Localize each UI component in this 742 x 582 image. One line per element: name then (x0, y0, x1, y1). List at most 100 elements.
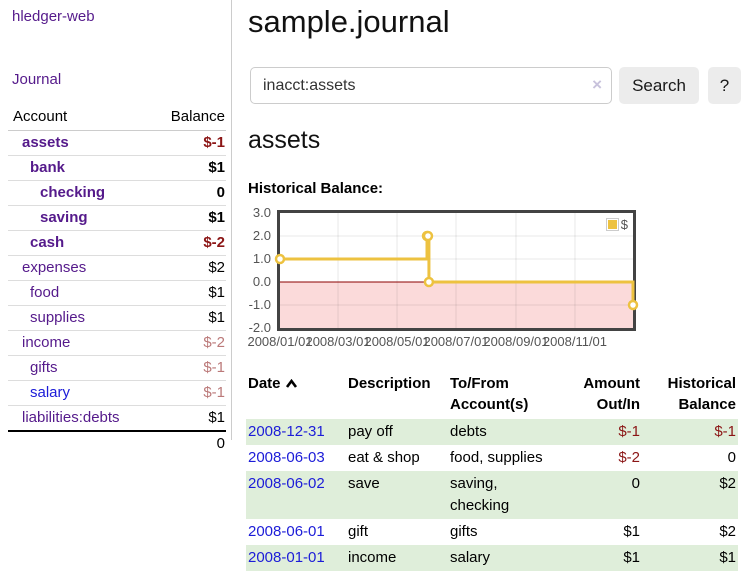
account-name-link[interactable]: assets (22, 134, 69, 151)
accounts-body: assets $-1 bank $1 checking 0 saving $1 … (8, 131, 226, 431)
register-balance-cell: 0 (727, 449, 736, 466)
register-date-cell: 2008-01-01 (246, 545, 346, 571)
register-header-description: Description (348, 375, 431, 392)
accounts-total-value: 0 (149, 430, 226, 456)
account-name-link[interactable]: bank (30, 159, 66, 176)
chart-plot: $ (274, 210, 639, 331)
legend-swatch (605, 218, 619, 231)
y-axis-label: -2.0 (248, 320, 271, 335)
account-balance: $1 (149, 305, 226, 331)
help-button[interactable]: ? (708, 67, 741, 104)
account-balance: $-1 (149, 355, 226, 381)
brand-link[interactable]: hledger-web (12, 8, 95, 25)
account-name-link[interactable]: gifts (30, 359, 58, 376)
account-row: expenses $2 (8, 255, 226, 281)
register-row: 2008-06-03 eat & shop food, supplies $-2… (246, 445, 738, 471)
register-date-cell: 2008-06-02 (246, 471, 346, 519)
accounts-header-balance: Balance (149, 105, 226, 131)
register-date-link[interactable]: 2008-06-02 (248, 475, 325, 492)
journal-link[interactable]: Journal (12, 71, 62, 88)
x-axis-label: 2008/09/01 (483, 334, 549, 349)
account-balance: 0 (149, 180, 226, 206)
register-row: 2008-06-01 gift gifts $1 $2 (246, 519, 738, 545)
account-row: gifts $-1 (8, 355, 226, 381)
search-form: × Search ? (250, 67, 742, 104)
account-name-link[interactable]: income (22, 334, 71, 351)
register-row: 2008-01-01 income salary $1 $1 (246, 545, 738, 571)
account-row: checking 0 (8, 180, 226, 206)
register-date-link[interactable]: 2008-01-01 (248, 549, 325, 566)
sort-ascending-icon (285, 373, 298, 394)
balance-chart: $ 3.0 2.0 1.0 0.0 -1.0 -2.0 2008/01/01 2008/03/… (240, 203, 742, 353)
x-axis-label: 2008/07/01 (423, 334, 489, 349)
account-name-link[interactable]: checking (40, 184, 106, 201)
register-description-cell: gift (348, 523, 369, 540)
data-point-marker (274, 253, 286, 265)
y-axis-label: 2.0 (252, 228, 271, 243)
register-date-cell: 2008-06-01 (246, 519, 346, 545)
register-header-accounts: To/From Account(s) (450, 375, 529, 413)
legend-label: $ (620, 217, 628, 232)
account-balance: $-2 (149, 230, 226, 256)
y-axis-label: 1.0 (252, 251, 271, 266)
register-amount-cell: $1 (552, 545, 642, 571)
register-header-row: Date Description To/From Account(s) Amou… (246, 371, 738, 419)
account-row: assets $-1 (8, 131, 226, 156)
register-balance-cell: $2 (642, 471, 738, 519)
accounts-header-account: Account (8, 105, 150, 131)
search-input[interactable] (250, 67, 612, 104)
y-axis-label: 3.0 (252, 205, 271, 220)
historical-balance-label: Historical Balance: (248, 180, 384, 197)
account-row: liabilities:debts $1 (8, 405, 226, 431)
register-body: 2008-12-31 pay off debts $-1 $-1 2008-06… (246, 419, 738, 571)
register-row: 2008-06-02 save saving, checking 0 $2 (246, 471, 738, 519)
account-row: cash $-2 (8, 230, 226, 256)
register-date-link[interactable]: 2008-06-01 (248, 523, 325, 540)
register-date-link[interactable]: 2008-12-31 (248, 423, 325, 440)
register-description-cell: income (346, 545, 448, 571)
register-balance-cell: $-1 (642, 419, 738, 445)
chart-canvas (274, 213, 639, 328)
y-axis-label: 0.0 (252, 274, 271, 289)
account-name-link[interactable]: cash (30, 234, 65, 251)
data-point-marker (423, 276, 435, 288)
register-date-cell: 2008-12-31 (246, 419, 346, 445)
account-name-link[interactable]: food (30, 284, 60, 301)
search-button[interactable]: Search (619, 67, 699, 104)
account-balance: $1 (149, 155, 226, 181)
register-accounts-cell: food, supplies (450, 449, 543, 466)
account-name-link[interactable]: liabilities:debts (22, 409, 120, 426)
account-row: supplies $1 (8, 305, 226, 331)
account-name-link[interactable]: saving (40, 209, 88, 226)
account-balance: $-1 (203, 134, 225, 151)
register-header-date[interactable]: Date (246, 371, 346, 419)
main-content: sample.journal × Search ? assets Histori… (240, 0, 742, 571)
account-name-link[interactable]: supplies (30, 309, 86, 326)
register-amount-cell: 0 (552, 471, 642, 519)
x-axis-label: 2008/01/01 (247, 334, 313, 349)
register-accounts-cell: gifts (450, 523, 478, 540)
sidebar: hledger-web Journal Account Balance asse… (0, 0, 232, 456)
account-balance: $1 (149, 280, 226, 306)
register-accounts-cell: debts (448, 419, 552, 445)
account-name-link[interactable]: salary (30, 384, 71, 401)
account-balance: $-1 (149, 380, 226, 406)
register-balance-cell: $1 (642, 545, 738, 571)
register-amount-cell: $-1 (552, 419, 642, 445)
register-date-link[interactable]: 2008-06-03 (248, 449, 325, 466)
chart-legend: $ (605, 217, 628, 232)
x-axis-label: 2008/05/01 (364, 334, 430, 349)
x-axis-label: 2008/03/01 (305, 334, 371, 349)
account-balance: $2 (149, 255, 226, 281)
account-balance: $-2 (149, 330, 226, 356)
account-row: food $1 (8, 280, 226, 306)
account-heading: assets (248, 126, 321, 154)
register-description-cell: pay off (346, 419, 448, 445)
clear-search-icon[interactable]: × (592, 75, 602, 94)
account-row: bank $1 (8, 155, 226, 181)
accounts-total-spacer (8, 430, 150, 456)
register-table: Date Description To/From Account(s) Amou… (246, 371, 738, 571)
register-row: 2008-12-31 pay off debts $-1 $-1 (246, 419, 738, 445)
account-name-link[interactable]: expenses (22, 259, 87, 276)
account-balance: $1 (149, 205, 226, 231)
